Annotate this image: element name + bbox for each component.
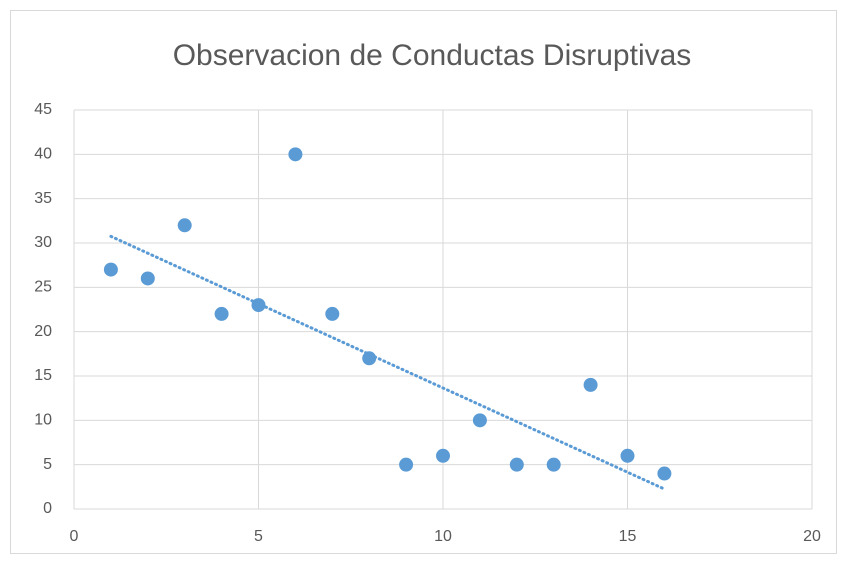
data-point (177, 218, 192, 233)
x-tick-label: 5 (254, 528, 263, 545)
y-tick-label: 35 (34, 190, 52, 207)
y-tick-label: 40 (34, 146, 52, 163)
y-tick-label: 15 (34, 367, 52, 384)
data-point (436, 448, 450, 463)
y-tick-label: 10 (34, 412, 52, 429)
data-point (251, 298, 266, 313)
data-point (399, 457, 414, 472)
x-tick-label: 20 (803, 528, 821, 545)
data-point (620, 448, 635, 463)
data-point (103, 262, 118, 277)
data-point (288, 147, 303, 162)
data-point (657, 466, 672, 481)
y-tick-label: 20 (34, 323, 52, 340)
data-point (325, 306, 340, 321)
data-point (509, 457, 524, 472)
y-tick-label: 0 (43, 500, 52, 517)
chart-border (10, 10, 837, 554)
x-tick-label: 0 (70, 528, 79, 545)
chart-title: Observacion de Conductas Disruptivas (173, 39, 692, 72)
x-tick-label: 10 (434, 528, 452, 545)
trendline (109, 234, 666, 491)
y-tick-label: 25 (34, 279, 52, 296)
data-point (583, 377, 598, 392)
y-tick-label: 45 (34, 101, 52, 118)
data-point (140, 271, 155, 286)
y-tick-label: 30 (34, 234, 52, 251)
y-tick-label: 5 (43, 456, 52, 473)
x-tick-label: 15 (619, 528, 637, 545)
data-point (546, 457, 561, 472)
data-point (362, 351, 377, 366)
data-point (472, 413, 487, 428)
data-point (214, 306, 229, 321)
